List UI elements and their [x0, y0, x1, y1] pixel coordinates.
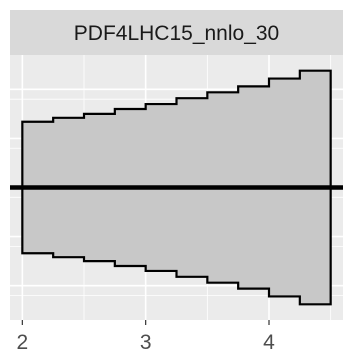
x-tick-label: 2	[16, 331, 28, 354]
x-tick-label: 4	[263, 331, 275, 354]
facet-strip	[10, 10, 343, 55]
x-tick-label: 3	[140, 331, 152, 354]
x-axis: 2 3 4	[16, 320, 275, 354]
facet-label: PDF4LHC15_nnlo_30	[74, 22, 279, 45]
